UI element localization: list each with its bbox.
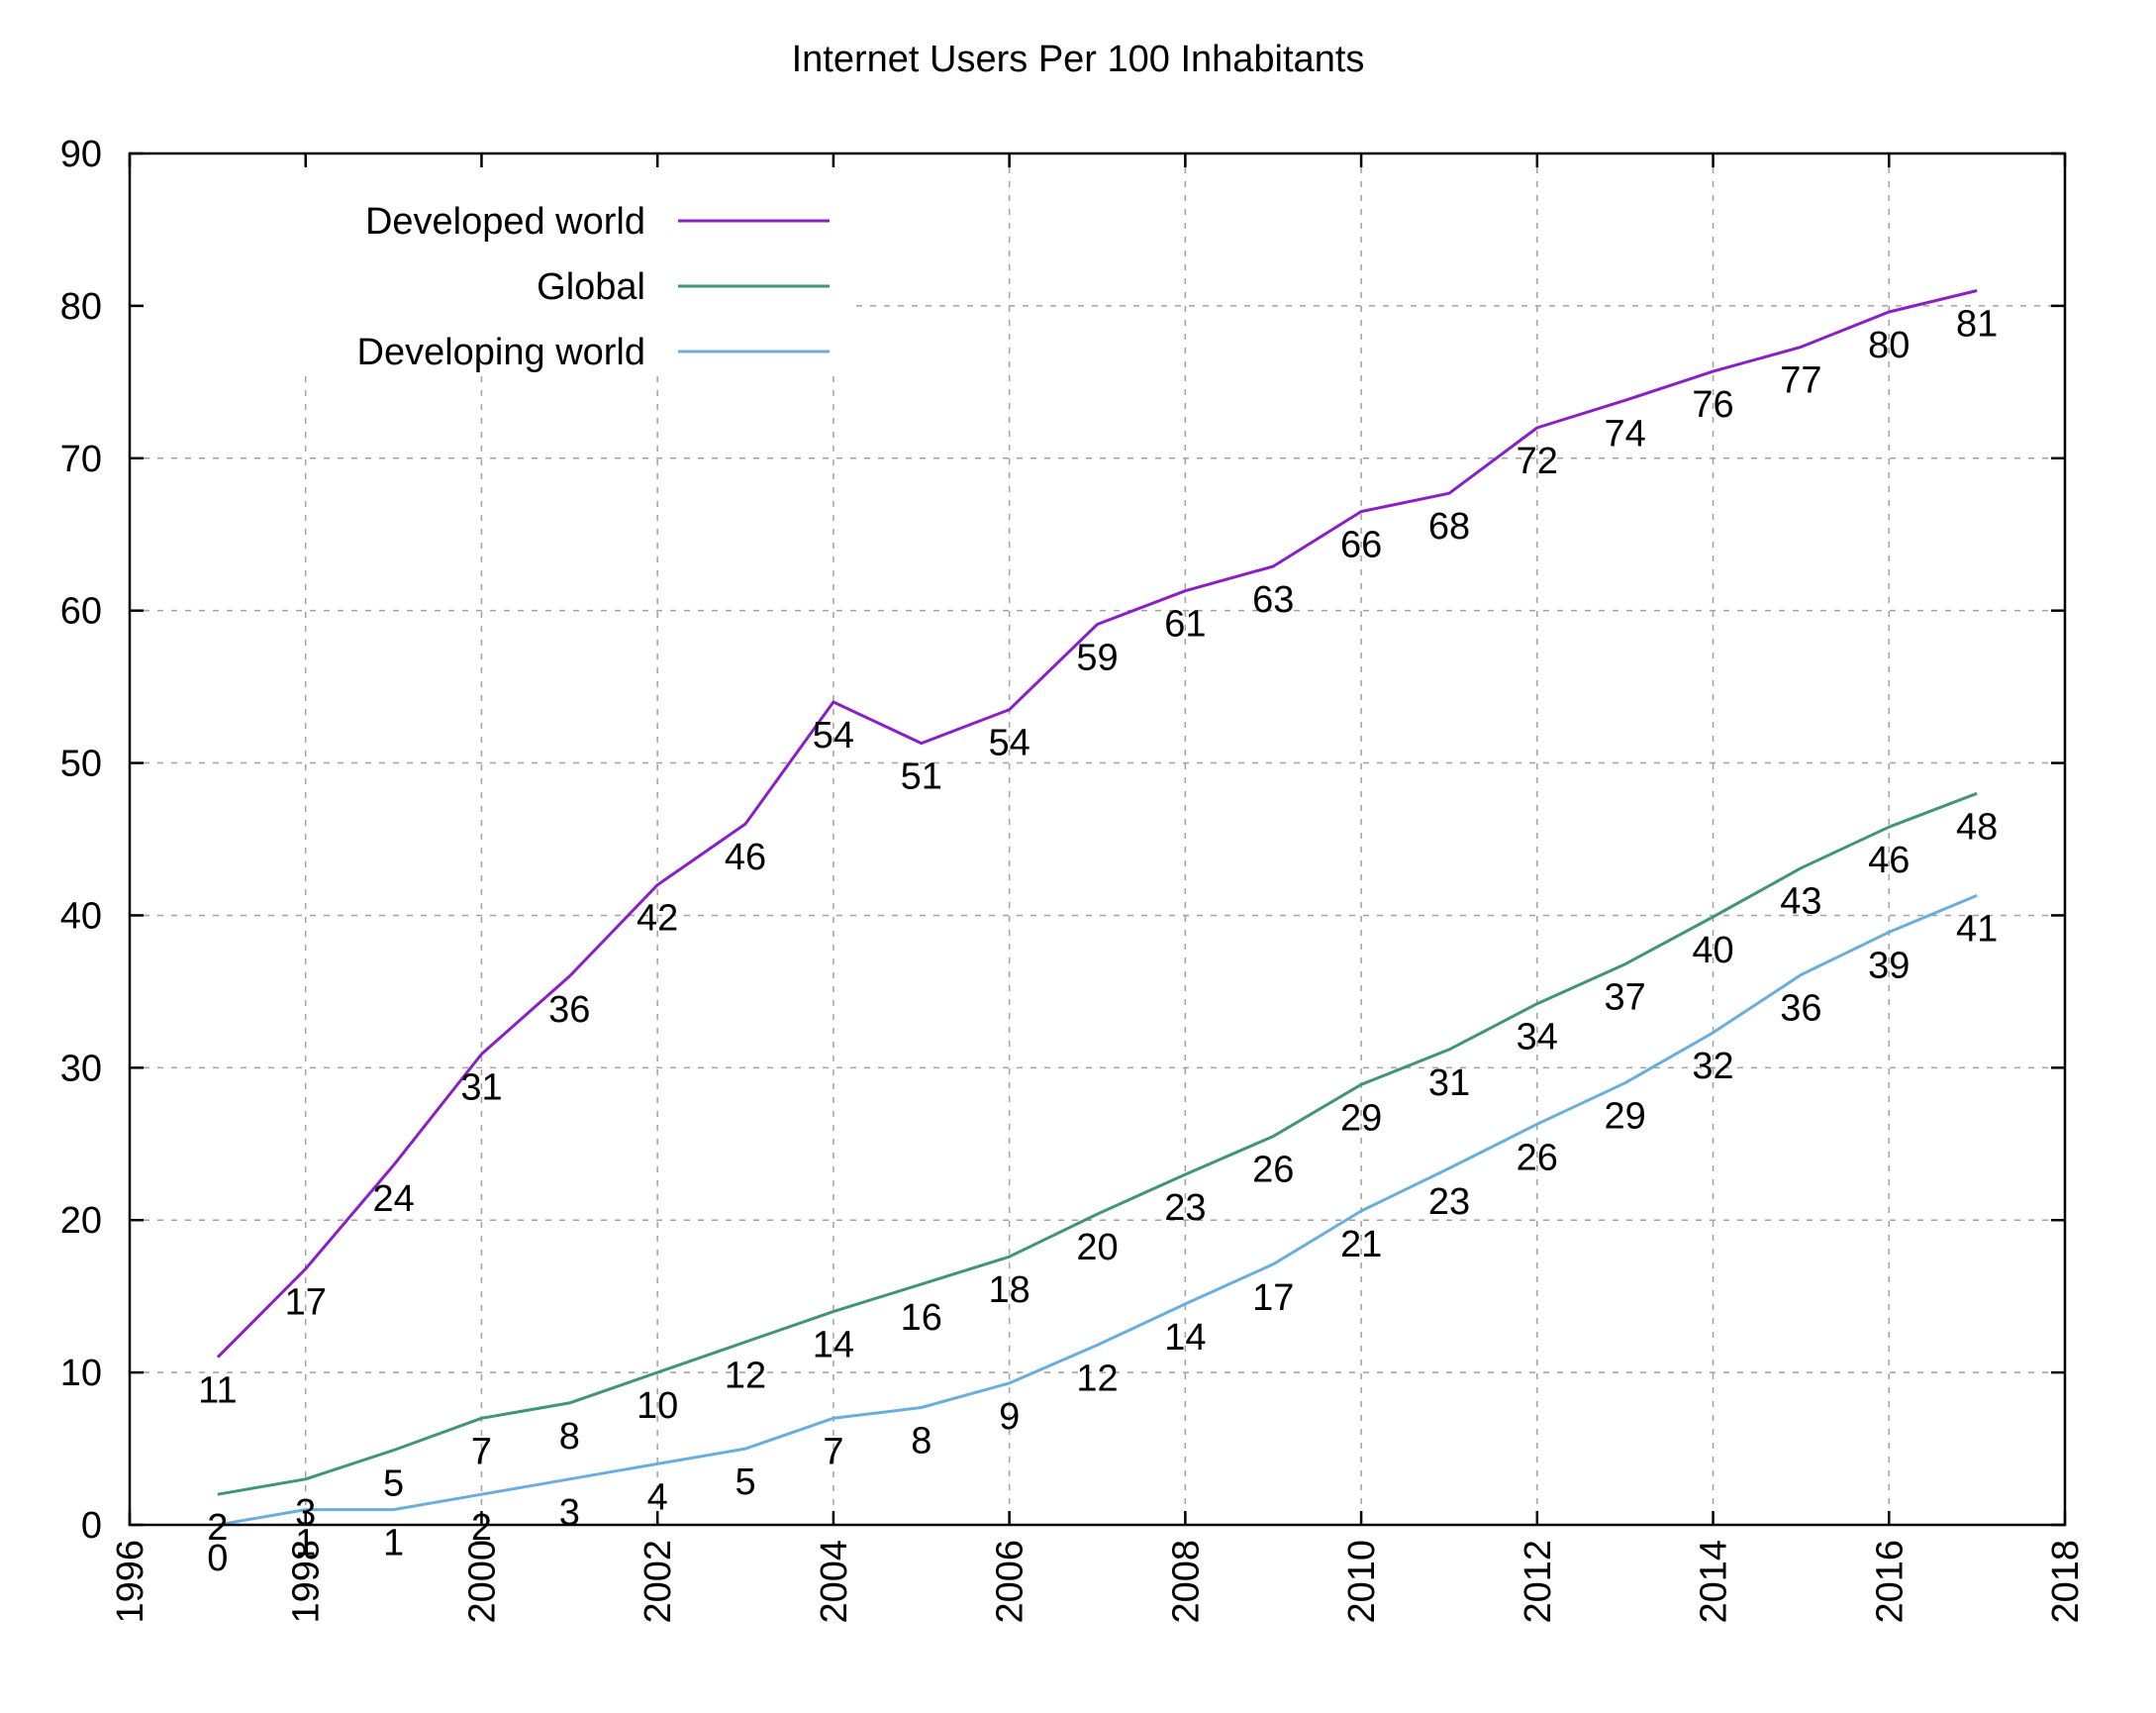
data-label-developed-world: 51 bbox=[901, 756, 942, 798]
data-label-developing-world: 9 bbox=[999, 1396, 1020, 1438]
data-label-developed-world: 68 bbox=[1428, 506, 1470, 548]
data-label-developed-world: 54 bbox=[988, 723, 1029, 764]
data-label-developing-world: 0 bbox=[207, 1538, 228, 1579]
data-label-developed-world: 66 bbox=[1340, 525, 1382, 566]
data-label-developing-world: 1 bbox=[383, 1523, 404, 1564]
x-tick-label: 2016 bbox=[1869, 1540, 1911, 1624]
data-label-global: 40 bbox=[1692, 930, 1733, 971]
data-label-developed-world: 31 bbox=[460, 1066, 502, 1108]
data-label-developed-world: 77 bbox=[1780, 359, 1821, 401]
x-tick-label: 2006 bbox=[990, 1540, 1031, 1624]
data-label-global: 10 bbox=[637, 1385, 678, 1427]
data-label-global: 12 bbox=[725, 1355, 766, 1396]
data-label-developed-world: 63 bbox=[1252, 579, 1294, 621]
data-label-developing-world: 7 bbox=[823, 1431, 843, 1472]
data-label-global: 8 bbox=[559, 1416, 580, 1458]
y-tick-label: 20 bbox=[60, 1200, 102, 1242]
data-label-global: 14 bbox=[813, 1325, 854, 1366]
data-label-developing-world: 29 bbox=[1605, 1096, 1646, 1138]
x-tick-label: 2010 bbox=[1341, 1540, 1383, 1624]
data-label-developing-world: 39 bbox=[1868, 945, 1910, 986]
data-label-global: 5 bbox=[383, 1463, 404, 1505]
data-label-developed-world: 11 bbox=[198, 1370, 237, 1412]
data-label-developed-world: 80 bbox=[1868, 325, 1910, 366]
data-label-developing-world: 21 bbox=[1340, 1224, 1382, 1265]
x-tick-label: 1996 bbox=[110, 1540, 151, 1624]
data-label-developing-world: 4 bbox=[647, 1476, 668, 1518]
x-tick-label: 2012 bbox=[1518, 1540, 1559, 1624]
data-label-developing-world: 32 bbox=[1692, 1046, 1733, 1087]
y-tick-label: 80 bbox=[60, 286, 102, 328]
x-tick-label: 2014 bbox=[1694, 1540, 1735, 1624]
data-label-developed-world: 61 bbox=[1164, 604, 1206, 646]
y-tick-label: 40 bbox=[60, 895, 102, 937]
data-label-developed-world: 46 bbox=[725, 837, 766, 878]
data-label-global: 37 bbox=[1605, 977, 1646, 1019]
data-label-developing-world: 41 bbox=[1956, 908, 1998, 950]
x-tick-label: 2000 bbox=[461, 1540, 503, 1624]
legend: Developed world Global Developing world bbox=[357, 201, 830, 373]
x-tick-label: 2008 bbox=[1165, 1540, 1207, 1624]
data-label-global: 2 bbox=[207, 1507, 228, 1549]
data-label-developed-world: 17 bbox=[285, 1281, 327, 1323]
data-label-developed-world: 36 bbox=[548, 989, 590, 1031]
data-label-developing-world: 8 bbox=[911, 1421, 931, 1462]
data-label-global: 7 bbox=[471, 1431, 492, 1472]
y-tick-label: 30 bbox=[60, 1048, 102, 1089]
data-label-developing-world: 23 bbox=[1428, 1181, 1470, 1223]
data-label-developing-world: 1 bbox=[295, 1523, 316, 1564]
data-label-global: 34 bbox=[1517, 1017, 1558, 1058]
y-tick-label: 60 bbox=[60, 591, 102, 633]
data-label-developing-world: 12 bbox=[1076, 1358, 1118, 1399]
x-tick-label: 2002 bbox=[637, 1540, 679, 1624]
y-tick-label: 10 bbox=[60, 1353, 102, 1394]
y-tick-label: 90 bbox=[60, 134, 102, 175]
data-label-developed-world: 74 bbox=[1605, 413, 1646, 454]
data-label-developed-world: 54 bbox=[813, 715, 854, 756]
x-tick-label: 2004 bbox=[814, 1540, 855, 1624]
chart-title: Internet Users Per 100 Inhabitants bbox=[792, 39, 1365, 80]
data-label-developing-world: 14 bbox=[1164, 1317, 1206, 1359]
legend-label-developed-world: Developed world bbox=[365, 201, 645, 243]
plot-frame bbox=[128, 151, 2067, 1527]
data-label-developed-world: 76 bbox=[1692, 384, 1733, 426]
legend-label-developing-world: Developing world bbox=[357, 332, 646, 373]
x-tick-label: 2018 bbox=[2045, 1540, 2087, 1624]
data-label-global: 23 bbox=[1164, 1187, 1206, 1229]
x-tick-label: 1998 bbox=[286, 1540, 328, 1624]
data-label-global: 43 bbox=[1780, 881, 1821, 923]
data-label-developing-world: 3 bbox=[559, 1492, 580, 1534]
data-label-developing-world: 5 bbox=[735, 1461, 755, 1503]
y-tick-label: 50 bbox=[60, 744, 102, 785]
data-label-developed-world: 72 bbox=[1517, 441, 1558, 482]
data-label-developed-world: 24 bbox=[372, 1178, 414, 1220]
data-label-global: 26 bbox=[1252, 1150, 1294, 1191]
legend-label-global: Global bbox=[537, 266, 645, 308]
data-label-developing-world: 26 bbox=[1517, 1137, 1558, 1178]
data-label-developing-world: 2 bbox=[471, 1507, 492, 1549]
data-label-global: 18 bbox=[988, 1269, 1029, 1311]
data-label-global: 46 bbox=[1868, 840, 1910, 881]
y-tick-label: 0 bbox=[81, 1505, 102, 1547]
series-line-global bbox=[217, 791, 1978, 1496]
data-label-global: 31 bbox=[1428, 1062, 1470, 1104]
data-label-global: 20 bbox=[1076, 1227, 1118, 1268]
series-line-developing-world bbox=[217, 894, 1978, 1527]
data-label-developed-world: 81 bbox=[1956, 304, 1998, 346]
series-line-developed-world bbox=[216, 289, 1978, 1359]
y-tick-label: 70 bbox=[60, 439, 102, 480]
data-label-global: 29 bbox=[1340, 1097, 1382, 1139]
series-lines bbox=[216, 289, 1978, 1527]
grid-lines bbox=[130, 153, 2065, 1525]
data-label-developing-world: 36 bbox=[1780, 987, 1821, 1029]
data-label-developing-world: 17 bbox=[1252, 1277, 1294, 1319]
data-label-developed-world: 59 bbox=[1076, 638, 1118, 679]
data-label-global: 16 bbox=[901, 1297, 942, 1339]
data-label-developed-world: 42 bbox=[637, 898, 678, 940]
data-label-global: 48 bbox=[1956, 806, 1998, 848]
